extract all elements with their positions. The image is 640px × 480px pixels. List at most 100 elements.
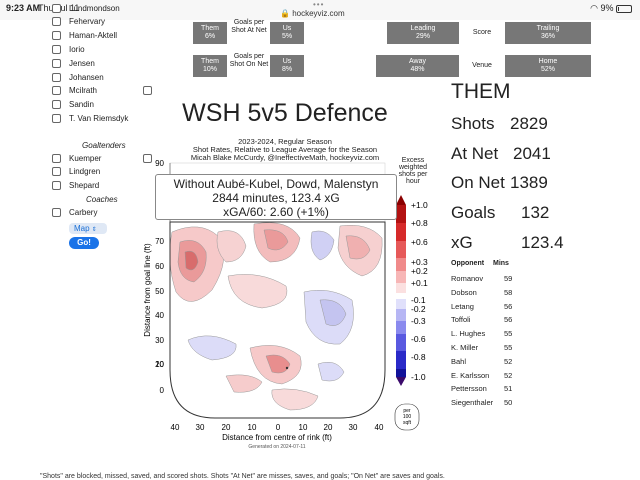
lock-icon: 🔒 xyxy=(280,9,290,18)
x-tick-label: 40 xyxy=(171,423,180,432)
checkbox[interactable] xyxy=(52,207,61,217)
goaltender-row[interactable]: Shepard xyxy=(52,179,99,191)
player-name: Haman-Aktell xyxy=(69,31,118,41)
trailing-box[interactable]: Trailing 36% xyxy=(505,22,591,44)
goals-per-shot-on-net-label: Goals per Shot On Net xyxy=(229,53,269,68)
checkbox[interactable] xyxy=(52,44,61,54)
heat-blob-red xyxy=(184,250,199,271)
battery-icon xyxy=(616,4,632,13)
player-row[interactable]: Johansen xyxy=(52,71,104,83)
player-name: Sandin xyxy=(69,100,94,110)
them-stat-value: 2041 xyxy=(513,144,551,163)
opponent-name: L. Hughes xyxy=(451,329,486,339)
player-row[interactable]: Fehervary xyxy=(52,16,105,28)
extra-checkbox[interactable] xyxy=(143,86,152,95)
away-box[interactable]: Away 48% xyxy=(376,55,459,77)
map-select-label: Map xyxy=(74,224,90,233)
x-tick-label: 10 xyxy=(299,423,308,432)
player-row[interactable]: Lundmondson xyxy=(52,2,120,14)
goaltender-row[interactable]: Lindgren xyxy=(52,166,100,178)
chart-tooltip: Without Aubé-Kubel, Dowd, Malenstyn 2844… xyxy=(155,174,397,220)
wifi-icon: ◠ xyxy=(590,3,598,13)
heat-blob-red xyxy=(227,274,288,309)
scale-tick-label: +0.2 xyxy=(411,266,428,276)
scale-tick-label: -0.2 xyxy=(411,304,426,314)
player-name: T. Van Riemsdyk xyxy=(69,113,129,123)
checkbox[interactable] xyxy=(52,153,61,163)
them-shooting-box[interactable]: Them 6% xyxy=(193,22,227,44)
address-url[interactable]: 🔒 hockeyviz.com xyxy=(280,9,345,18)
leading-box[interactable]: Leading 29% xyxy=(387,22,459,44)
heat-blob-red xyxy=(253,222,301,263)
checkbox[interactable] xyxy=(52,3,61,13)
y-tick-label: 0 xyxy=(160,386,165,395)
heat-blob-red xyxy=(216,230,247,263)
opponent-row: Siegenthaler 50 xyxy=(451,398,521,407)
checkbox[interactable] xyxy=(52,113,61,123)
heat-blob-red xyxy=(337,225,383,277)
them-on-net-box[interactable]: Them 10% xyxy=(193,55,227,77)
home-box[interactable]: Home 52% xyxy=(505,55,591,77)
y-tick-label: 60 xyxy=(155,262,164,271)
chart-subtitle-season: 2023-2024, Regular Season xyxy=(238,137,332,146)
them-stat-value: 123.4 xyxy=(521,233,564,252)
y-tick-label: 20 xyxy=(155,360,164,369)
opponent-name: Toffoli xyxy=(451,315,471,325)
player-row[interactable]: Sandin xyxy=(52,99,94,111)
x-axis-label: Distance from centre of rink (ft) xyxy=(222,433,332,442)
opponent-name: K. Miller xyxy=(451,343,479,352)
heat-blob-red xyxy=(249,345,302,385)
x-tick-label: 40 xyxy=(375,423,384,432)
heat-blob-red xyxy=(263,229,289,251)
heat-blob-red xyxy=(170,226,224,302)
scale-ticks: +1.0 +0.8 +0.6 +0.3+0.2 +0.1 -0.1-0.2 -0.3 -0.6… xyxy=(411,200,428,382)
checkbox[interactable] xyxy=(52,180,61,190)
us-shooting-box[interactable]: Us 5% xyxy=(270,22,304,44)
map-select[interactable]: Map ⇕ xyxy=(69,223,107,234)
player-name: Kuemper xyxy=(69,153,102,163)
them-stat-label: Shots xyxy=(451,114,495,133)
rink-outline xyxy=(169,221,386,419)
coaches-heading: Coaches xyxy=(86,195,118,204)
coach-row[interactable]: Carbery xyxy=(52,206,97,218)
player-name: Fehervary xyxy=(69,17,106,27)
opponent-mins: 56 xyxy=(504,301,513,311)
checkbox[interactable] xyxy=(52,17,61,27)
heat-blob-red xyxy=(345,235,371,260)
checkbox[interactable] xyxy=(52,72,61,82)
scale-tick-label: +0.3 xyxy=(411,257,428,267)
us-on-net-box[interactable]: Us 8% xyxy=(270,55,304,77)
more-dots-icon[interactable]: ••• xyxy=(313,0,325,9)
x-axis: 40 30 20 10 0 10 20 30 40 xyxy=(171,423,384,432)
player-name: Carbery xyxy=(69,207,98,217)
go-button[interactable]: Go! xyxy=(69,237,99,249)
goaltenders-heading: Goaltenders xyxy=(82,141,126,150)
player-row[interactable]: Haman-Aktell xyxy=(52,30,117,42)
them-stat-label: Goals xyxy=(451,203,496,222)
chart-title: WSH 5v5 Defence xyxy=(182,99,388,127)
heat-blob-blue xyxy=(317,362,345,382)
goaltender-row[interactable]: Kuemper xyxy=(52,152,101,164)
x-tick-label: 30 xyxy=(349,423,358,432)
player-row[interactable]: Jensen xyxy=(52,57,95,69)
opponent-mins: 51 xyxy=(504,384,513,394)
player-name: Lindgren xyxy=(69,167,101,176)
them-stat-value: 132 xyxy=(521,203,550,222)
tooltip-line2: 2844 minutes, 123.4 xG xyxy=(212,191,340,205)
player-name: Shepard xyxy=(69,180,100,190)
checkbox[interactable] xyxy=(52,167,61,176)
player-name: Lundmondson xyxy=(69,3,120,13)
chart-subtitle-author: Micah Blake McCurdy, @IneffectiveMath, h… xyxy=(190,153,380,162)
opponent-row: Pettersson 51 xyxy=(451,384,521,393)
checkbox[interactable] xyxy=(52,58,61,68)
player-row[interactable]: Iorio xyxy=(52,43,85,55)
goal-marker xyxy=(285,366,289,370)
player-row[interactable]: T. Van Riemsdyk xyxy=(52,112,128,124)
opponent-mins: 52 xyxy=(504,370,513,380)
checkbox[interactable] xyxy=(52,86,61,96)
checkbox[interactable] xyxy=(52,100,61,110)
checkbox[interactable] xyxy=(52,31,61,41)
player-row[interactable]: Mcilrath xyxy=(52,85,97,97)
extra-checkbox[interactable] xyxy=(143,154,152,163)
color-scale xyxy=(396,195,406,386)
